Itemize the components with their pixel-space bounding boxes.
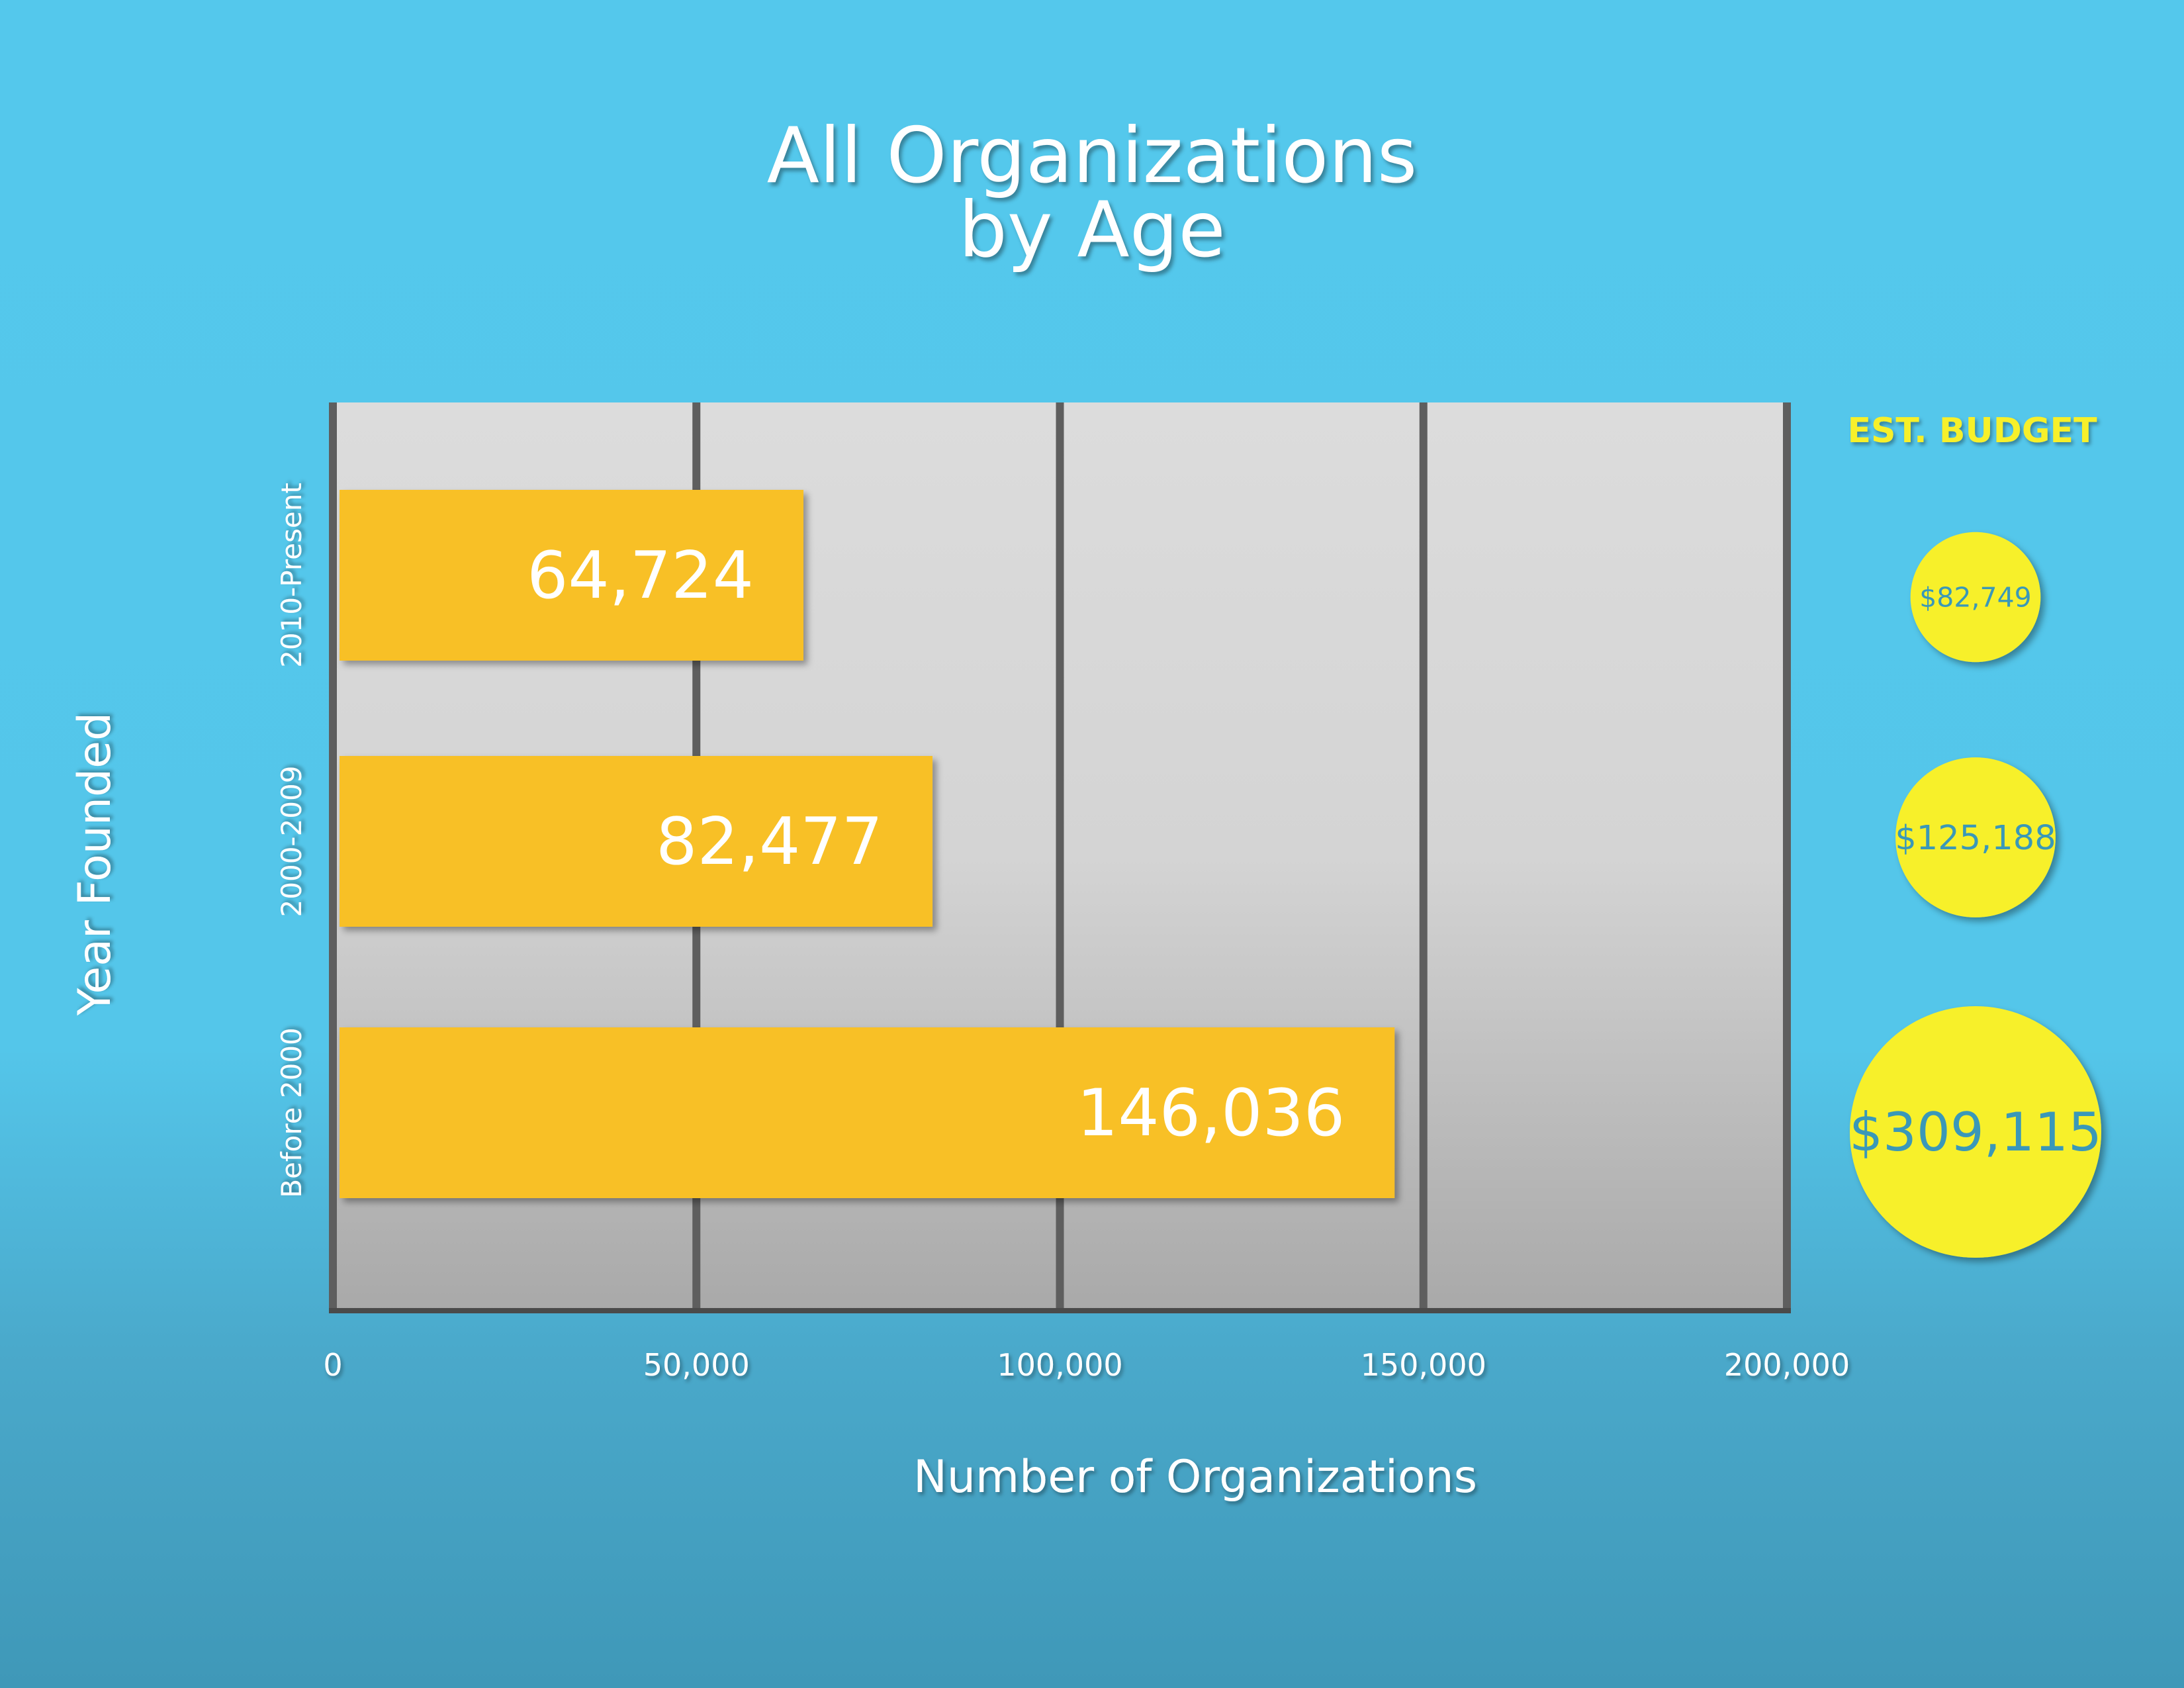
bar-value-label: 146,036	[1077, 1076, 1345, 1151]
category-label: 2010-Present	[275, 483, 308, 668]
budget-bubble	[1910, 532, 2041, 663]
bars: 64,724 82,477 146,036	[340, 490, 1395, 1198]
x-tick-label: 0	[323, 1347, 342, 1383]
bar	[340, 1027, 1395, 1198]
chart-title: All Organizations by Age	[0, 111, 2184, 275]
bar	[340, 490, 803, 661]
x-tick-labels: 0 50,000 100,000 150,000 200,000	[323, 1347, 1850, 1383]
x-tick-label: 200,000	[1724, 1347, 1850, 1383]
chart-title-line-1: All Organizations	[766, 111, 1418, 201]
bar-value-label: 82,477	[656, 804, 883, 880]
x-tick-label: 50,000	[643, 1347, 750, 1383]
budget-value-label: $125,188	[1895, 819, 2056, 858]
x-axis-title: Number of Organizations	[913, 1451, 1477, 1503]
category-label: 2000-2009	[275, 766, 308, 917]
budget-bubble	[1895, 757, 2056, 917]
x-tick-label: 150,000	[1361, 1347, 1486, 1383]
budget-value-label: $309,115	[1849, 1102, 2102, 1163]
budget-bubble	[1850, 1006, 2101, 1258]
category-labels: 2010-Present 2000-2009 Before 2000	[275, 483, 308, 1198]
budget-title: EST. BUDGET	[1847, 411, 2097, 451]
bar	[340, 756, 933, 927]
budget-value-label: $82,749	[1919, 581, 2032, 613]
chart-title-line-2: by Age	[958, 185, 1226, 275]
x-tick-label: 100,000	[997, 1347, 1122, 1383]
bar-value-label: 64,724	[527, 538, 754, 614]
budget-bubbles: $82,749 $125,188 $309,115	[1849, 532, 2102, 1258]
category-label: Before 2000	[275, 1027, 308, 1198]
y-axis-title: Year Founded	[69, 712, 121, 1016]
